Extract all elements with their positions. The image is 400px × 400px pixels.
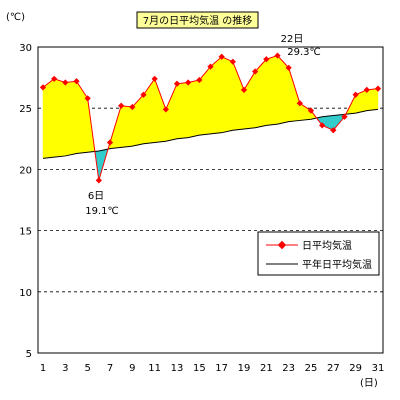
area-above-10-0 (143, 78, 155, 144)
area-above-3-0 (65, 81, 77, 157)
daily-point-4 (73, 78, 80, 85)
y-tick-label-30: 30 (19, 43, 32, 54)
x-axis-unit: (日) (360, 378, 378, 389)
normal-temperature-line (42, 108, 379, 159)
x-tick-label-19: 19 (238, 363, 251, 374)
y-tick-labels: 5 10 15 20 25 30 (19, 43, 32, 360)
x-tick-label-21: 21 (260, 363, 273, 374)
daily-point-20 (252, 68, 259, 75)
daily-point-15 (196, 76, 203, 84)
daily-point-13 (173, 80, 181, 87)
y-tick-label-20: 20 (19, 165, 32, 176)
annotation-max-day: 22日 (281, 34, 304, 45)
annotation-min-day: 6日 (88, 191, 104, 202)
x-tick-label-25: 25 (305, 363, 318, 374)
y-axis-unit: (℃) (6, 12, 25, 23)
x-tick-label-23: 23 (282, 363, 295, 374)
x-tick-label-1: 1 (40, 363, 46, 374)
daily-point-7 (106, 139, 114, 146)
daily-point-11 (151, 75, 158, 82)
area-above-18-0 (232, 61, 245, 131)
annotation-min-value: 19.1℃ (85, 206, 119, 217)
x-tick-label-7: 7 (107, 363, 113, 374)
area-above-23-0 (288, 67, 301, 122)
daily-point-10 (140, 91, 147, 98)
area-above-2-0 (53, 78, 66, 158)
area-above-15-0 (199, 66, 211, 136)
y-tick-label-10: 10 (19, 288, 32, 299)
y-tick-label-5: 5 (26, 349, 32, 360)
x-tick-label-13: 13 (171, 363, 184, 374)
x-tick-label-9: 9 (129, 363, 135, 374)
daily-point-5 (84, 95, 91, 102)
plot-frame (37, 46, 384, 354)
daily-point-19 (240, 86, 248, 93)
daily-point-16 (207, 63, 214, 70)
area-above-13-0 (176, 82, 189, 140)
daily-point-6 (95, 177, 102, 184)
area-above-8-0 (120, 105, 133, 148)
area-above-17-0 (221, 56, 234, 133)
legend-daily-label: 日平均気温 (302, 239, 352, 252)
x-tick-labels: 1 3 5 7 9 11 13 15 17 19 21 23 25 27 29 31 (40, 363, 385, 374)
x-tick-label-5: 5 (84, 363, 90, 374)
area-above-21-0 (266, 55, 278, 126)
daily-point-18 (229, 58, 236, 65)
x-tick-label-31: 31 (372, 363, 385, 374)
area-above-9-0 (132, 94, 144, 147)
area-above-14-0 (187, 79, 200, 138)
daily-point-2 (51, 75, 58, 82)
daily-point-9 (129, 103, 136, 111)
y-tick-label-25: 25 (19, 104, 32, 115)
x-tick-label-15: 15 (193, 363, 206, 374)
y-tick-label-15: 15 (19, 227, 32, 238)
chart-title: 7月の日平均気温 の推移 (143, 14, 253, 27)
annotation-max-value: 29.3℃ (287, 47, 321, 58)
daily-point-8 (118, 102, 125, 109)
x-tick-label-3: 3 (62, 363, 68, 374)
legend-box (257, 231, 380, 276)
area-above-12-0 (165, 83, 178, 142)
area-above-1-0 (42, 78, 55, 159)
area-above-30-0 (366, 88, 379, 111)
legend: 日平均気温 平年日平均気温 (257, 231, 380, 276)
x-tick-label-17: 17 (215, 363, 228, 374)
area-above-16-0 (210, 56, 222, 135)
x-tick-label-11: 11 (148, 363, 161, 374)
legend-daily-marker (277, 240, 287, 250)
daily-point-1 (39, 84, 47, 91)
x-tick-label-27: 27 (327, 363, 340, 374)
x-tick-label-29: 29 (349, 363, 362, 374)
daily-point-12 (162, 106, 169, 113)
chart-title-box (136, 11, 259, 29)
area-above-4-0 (76, 80, 88, 154)
difference-areas (42, 55, 379, 181)
legend-normal-label: 平年日平均気温 (302, 258, 372, 271)
